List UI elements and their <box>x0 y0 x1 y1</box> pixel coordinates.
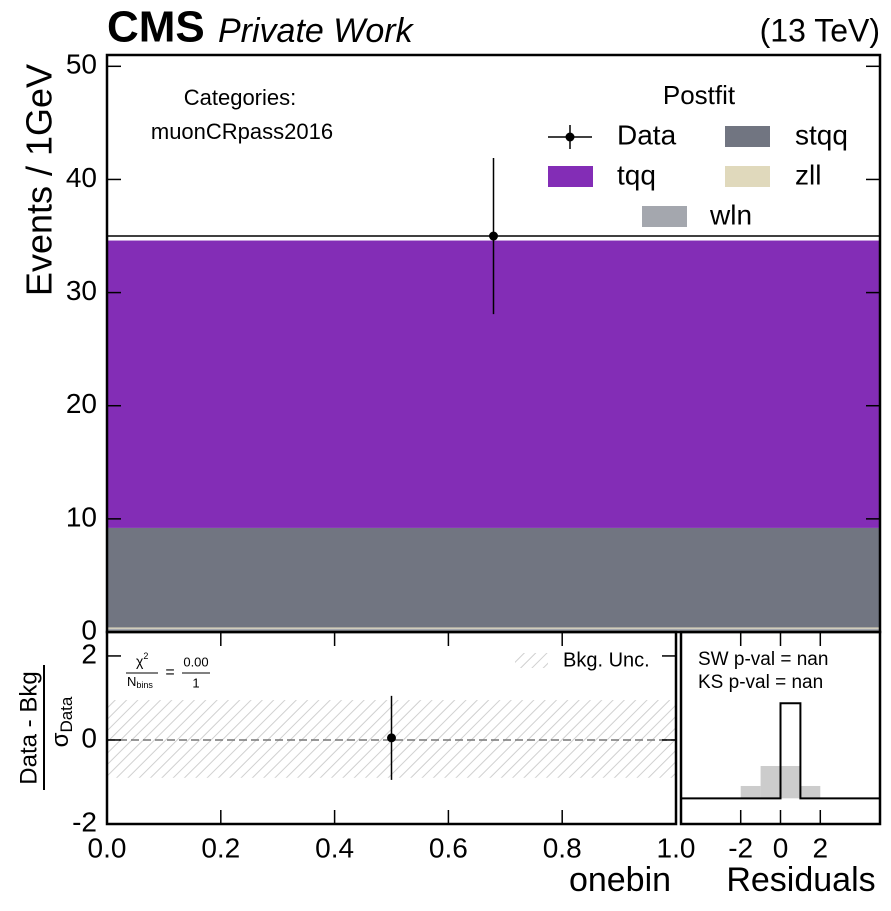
chi2-value: 0.00 <box>183 654 208 669</box>
x-axis-label: Residuals <box>726 861 875 899</box>
chi2-den: Nbins <box>127 674 153 690</box>
y-label-sub: Data <box>57 696 76 732</box>
legend-patch <box>548 166 593 187</box>
y-tick-label: 50 <box>66 49 97 80</box>
x-tick-label: 0.2 <box>201 832 240 863</box>
annotation: SW p-val = nan <box>698 649 828 670</box>
y-tick-label: 0 <box>81 614 97 645</box>
y-tick-label: -2 <box>72 806 97 837</box>
y-axis-label: σData <box>47 696 76 747</box>
legend-label: zll <box>795 159 821 190</box>
chi2-sub: bins <box>136 680 153 690</box>
y-tick-label: 0 <box>81 722 97 753</box>
stack-bar <box>107 627 880 629</box>
y-tick-label: 30 <box>66 275 97 306</box>
chi2-eq: = <box>165 664 174 681</box>
x-tick-label: 0.6 <box>429 832 468 863</box>
annotation: KS p-val = nan <box>698 672 823 693</box>
legend-label: tqq <box>617 159 656 190</box>
y-tick-label: 40 <box>66 162 97 193</box>
annotation: muonCRpass2016 <box>151 119 333 144</box>
x-tick-label: 0.0 <box>88 832 127 863</box>
x-tick-label: 2 <box>813 832 829 863</box>
y-tick-label: 10 <box>66 501 97 532</box>
chi2-symbol: χ <box>136 653 144 669</box>
x-tick-label: -2 <box>728 832 753 863</box>
stack-bar <box>107 527 880 628</box>
annotation: Categories: <box>184 85 297 110</box>
step-histogram <box>681 702 880 800</box>
histogram-bar <box>760 766 781 799</box>
chi2-n: N <box>127 674 136 689</box>
y-tick-label: 2 <box>81 638 97 669</box>
frame <box>105 630 678 826</box>
y-tick-label: 20 <box>66 388 97 419</box>
data-point <box>489 231 498 241</box>
histogram-bar <box>780 766 801 799</box>
chi2-nbins: 1 <box>192 675 199 690</box>
legend-patch <box>515 653 548 668</box>
legend-label: wln <box>709 199 752 230</box>
legend-marker <box>565 132 575 142</box>
chi2-sup: 2 <box>143 651 148 661</box>
legend-label: Bkg. Unc. <box>563 649 650 671</box>
legend-label: Data <box>617 119 677 150</box>
data-point <box>387 733 396 743</box>
x-tick-label: 1.0 <box>657 832 696 863</box>
x-tick-label: 0.4 <box>315 832 354 863</box>
y-label-den: σ <box>47 732 74 747</box>
histogram-bar <box>800 785 821 799</box>
chi2: χ2 <box>136 651 148 668</box>
y-axis-label: Events / 1GeV <box>19 64 60 296</box>
legend-patch <box>725 126 770 147</box>
cms-extra: Private Work <box>218 12 415 50</box>
histogram-bar <box>740 785 761 799</box>
legend-label: stqq <box>795 119 848 150</box>
x-tick-label: 0.8 <box>543 832 582 863</box>
cms-label: CMS <box>107 3 205 52</box>
legend-patch <box>642 206 687 227</box>
x-tick-label: 0 <box>773 832 789 863</box>
stack-bar <box>107 628 880 632</box>
x-axis-label: onebin <box>569 861 671 899</box>
y-axis-label: Data - Bkg <box>15 671 42 784</box>
legend-title: Postfit <box>663 80 736 110</box>
legend-patch <box>725 166 770 187</box>
lumi: (13 TeV) <box>760 12 880 48</box>
